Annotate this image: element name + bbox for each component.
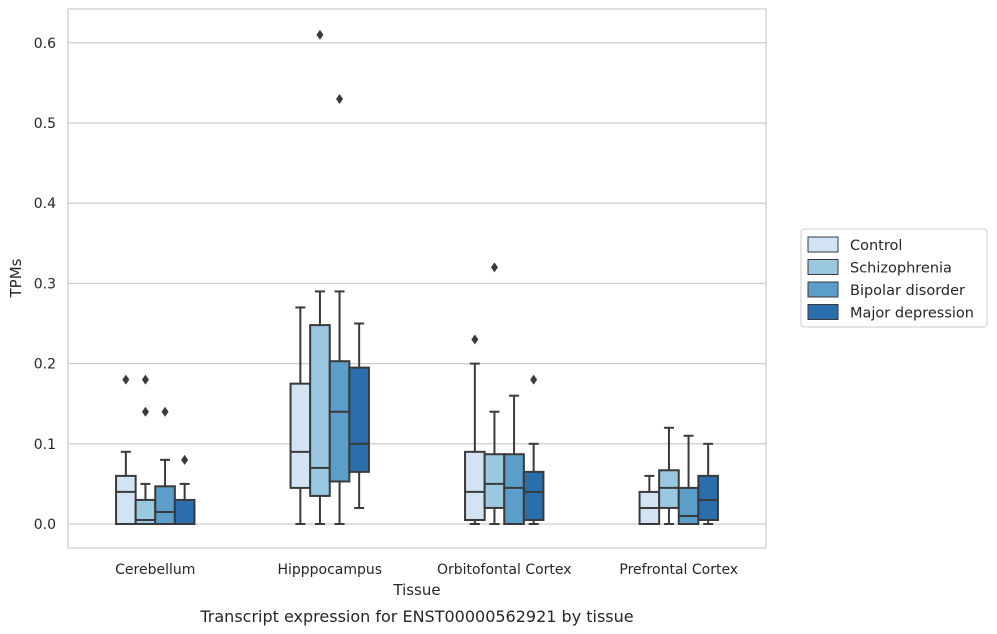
- box-2-3: [522, 374, 545, 525]
- outlier-point: [316, 29, 324, 40]
- box-iqr: [309, 324, 331, 497]
- x-axis-label: Tissue: [392, 581, 440, 599]
- x-tick-labels: Cerebellum Hipppocampus Orbitofontal Corte…: [115, 562, 738, 578]
- box-iqr: [289, 382, 312, 489]
- y-tick-labels: 0.0 0.1 0.2 0.3 0.4 0.5 0.6: [34, 36, 56, 533]
- plot-frame: [67, 8, 767, 549]
- legend-frame: [800, 228, 988, 328]
- y-tick-label: 0.1: [34, 437, 56, 453]
- legend-label: Control: [850, 238, 902, 254]
- box-2-0: [464, 334, 486, 525]
- box-iqr: [348, 366, 370, 473]
- y-tick-label: 0.3: [34, 276, 56, 292]
- box-iqr: [154, 485, 176, 525]
- y-tick-label: 0.4: [34, 196, 56, 212]
- box-iqr: [483, 453, 506, 509]
- box-iqr: [697, 474, 719, 521]
- y-axis-label: TPMs: [7, 258, 25, 298]
- legend-label: Bipolar disorder: [850, 283, 965, 299]
- legend-swatch: [807, 259, 839, 275]
- box-0-3: [173, 454, 196, 526]
- box-iqr: [503, 453, 525, 526]
- y-tick-label: 0.0: [34, 517, 56, 533]
- x-tick-label: Prefrontal Cortex: [619, 562, 738, 578]
- outlier-point: [471, 334, 479, 345]
- box-3-2: [677, 434, 700, 526]
- outlier-point: [530, 374, 538, 385]
- x-tick-label: Cerebellum: [115, 562, 195, 578]
- box-0-0: [115, 374, 137, 526]
- legend: Control Schizophrenia Bipolar disorder Majo…: [800, 228, 988, 328]
- box-1-0: [289, 306, 312, 525]
- outlier-point: [141, 406, 149, 417]
- outlier-point: [122, 374, 130, 385]
- outlier-point: [490, 262, 498, 273]
- box-iqr: [658, 469, 680, 509]
- x-tick-label: Hipppocampus: [277, 562, 382, 578]
- x-tick-label: Orbitofontal Cortex: [437, 562, 572, 578]
- legend-swatch: [807, 236, 839, 253]
- box-iqr: [677, 486, 700, 526]
- outlier-point: [181, 454, 189, 465]
- box-groups: [115, 29, 719, 526]
- y-tick-label: 0.2: [34, 357, 56, 373]
- outlier-point: [336, 93, 344, 104]
- legend-label: Schizophrenia: [850, 261, 952, 277]
- legend-swatch: [807, 281, 839, 298]
- box-iqr: [115, 474, 137, 526]
- y-tick-label: 0.6: [34, 36, 56, 52]
- y-tick-label: 0.5: [34, 116, 56, 132]
- box-1-3: [348, 322, 370, 509]
- box-iqr: [464, 450, 486, 521]
- box-iqr: [328, 360, 351, 483]
- box-3-3: [697, 442, 719, 525]
- outlier-point: [161, 406, 169, 417]
- box-3-0: [638, 474, 661, 526]
- box-iqr: [173, 498, 196, 526]
- outlier-point: [141, 374, 149, 385]
- chart-caption: Transcript expression for ENST0000056292…: [199, 607, 633, 626]
- box-iqr: [522, 470, 545, 521]
- legend-swatch: [807, 304, 839, 320]
- legend-label: Major depression: [850, 306, 974, 322]
